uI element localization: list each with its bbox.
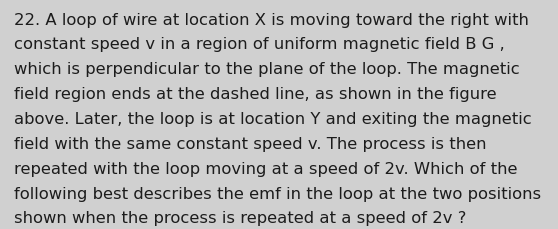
Text: following best describes the emf in the loop at the two positions: following best describes the emf in the … [14, 186, 541, 201]
Text: constant speed v in a region of uniform magnetic field B G ,: constant speed v in a region of uniform … [14, 37, 504, 52]
Text: field region ends at the dashed line, as shown in the figure: field region ends at the dashed line, as… [14, 87, 497, 102]
Text: repeated with the loop moving at a speed of 2v. Which of the: repeated with the loop moving at a speed… [14, 161, 517, 176]
Text: shown when the process is repeated at a speed of 2v ?: shown when the process is repeated at a … [14, 210, 466, 225]
Text: above. Later, the loop is at location Y and exiting the magnetic: above. Later, the loop is at location Y … [14, 112, 532, 126]
Text: field with the same constant speed v. The process is then: field with the same constant speed v. Th… [14, 136, 487, 151]
Text: 22. A loop of wire at location X is moving toward the right with: 22. A loop of wire at location X is movi… [14, 13, 529, 27]
Text: which is perpendicular to the plane of the loop. The magnetic: which is perpendicular to the plane of t… [14, 62, 519, 77]
